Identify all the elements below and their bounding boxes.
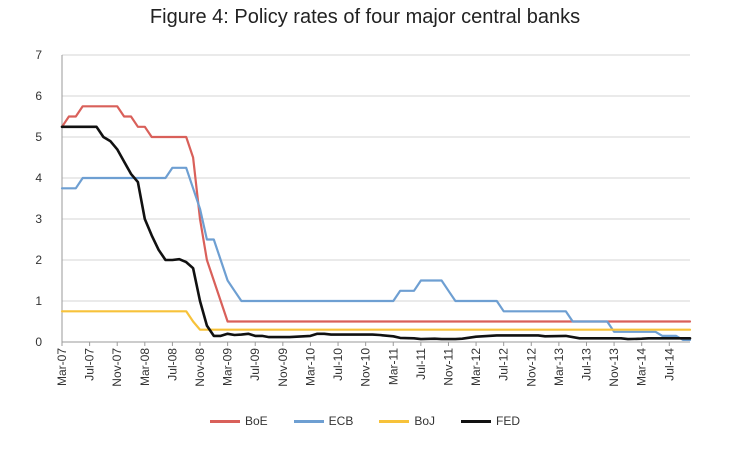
legend-item-ecb: ECB — [293, 414, 354, 428]
legend: BoE ECB BoJ FED — [0, 414, 730, 428]
legend-swatch — [461, 419, 492, 423]
y-tick-label: 6 — [35, 89, 42, 103]
x-tick-label: Mar-09 — [221, 348, 235, 386]
x-tick-label: Jul-08 — [165, 348, 179, 381]
legend-item-fed: FED — [461, 414, 520, 428]
chart-title: Figure 4: Policy rates of four major cen… — [149, 6, 581, 28]
y-tick-label: 4 — [35, 171, 42, 185]
legend-label: FED — [496, 414, 521, 428]
x-tick-labels: Mar-07 Jul-07 Nov-07 Mar-08 Jul-08 Nov-08 Mar-… — [55, 348, 676, 387]
legend-swatch — [379, 419, 410, 423]
legend-item-boe: BoE — [209, 414, 268, 428]
x-tick-label: Jul-14 — [662, 348, 676, 381]
legend-swatch — [209, 419, 240, 423]
x-tick-label: Mar-14 — [635, 348, 649, 386]
x-tick-label: Mar-07 — [55, 348, 69, 386]
x-tick-label: Mar-12 — [469, 348, 483, 386]
series-line-ecb — [60, 166, 692, 341]
x-tick-label: Jul-11 — [414, 348, 428, 380]
legend-label: BoJ — [414, 414, 436, 428]
x-tick-label: Jul-10 — [331, 348, 345, 381]
axes — [61, 55, 690, 346]
series-line-fed — [60, 125, 692, 341]
x-tick-label: Nov-11 — [441, 348, 455, 386]
x-tick-label: Jul-13 — [579, 348, 593, 381]
series-line-boe — [60, 105, 692, 323]
x-tick-label: Nov-08 — [193, 348, 207, 387]
x-tick-label: Jul-07 — [83, 348, 97, 381]
x-tick-label: Nov-12 — [524, 348, 538, 387]
y-tick-label: 1 — [35, 294, 42, 308]
x-tick-label: Nov-10 — [359, 348, 373, 387]
x-tick-label: Jul-09 — [248, 348, 262, 381]
series-line-boj — [60, 310, 692, 331]
x-tick-label: Mar-11 — [386, 348, 400, 385]
legend-label: BoE — [244, 414, 268, 428]
y-tick-labels: 0 1 2 3 4 5 6 7 — [35, 48, 42, 349]
series-lines — [60, 105, 692, 341]
x-tick-label: Nov-13 — [607, 348, 621, 387]
y-tick-label: 2 — [35, 253, 42, 267]
x-tick-label: Mar-10 — [303, 348, 317, 386]
x-tick-label: Nov-07 — [110, 348, 124, 387]
x-tick-label: Nov-09 — [276, 348, 290, 387]
x-tick-label: Mar-13 — [552, 348, 566, 386]
legend-label: ECB — [328, 414, 354, 428]
y-tick-label: 0 — [35, 335, 42, 349]
y-tick-label: 5 — [35, 130, 42, 144]
x-tick-label: Mar-08 — [138, 348, 152, 386]
legend-item-boj: BoJ — [379, 414, 435, 428]
y-tick-label: 3 — [35, 212, 42, 226]
y-tick-label: 7 — [35, 48, 42, 62]
x-tick-label: Jul-12 — [497, 348, 511, 381]
legend-swatch — [293, 419, 324, 423]
